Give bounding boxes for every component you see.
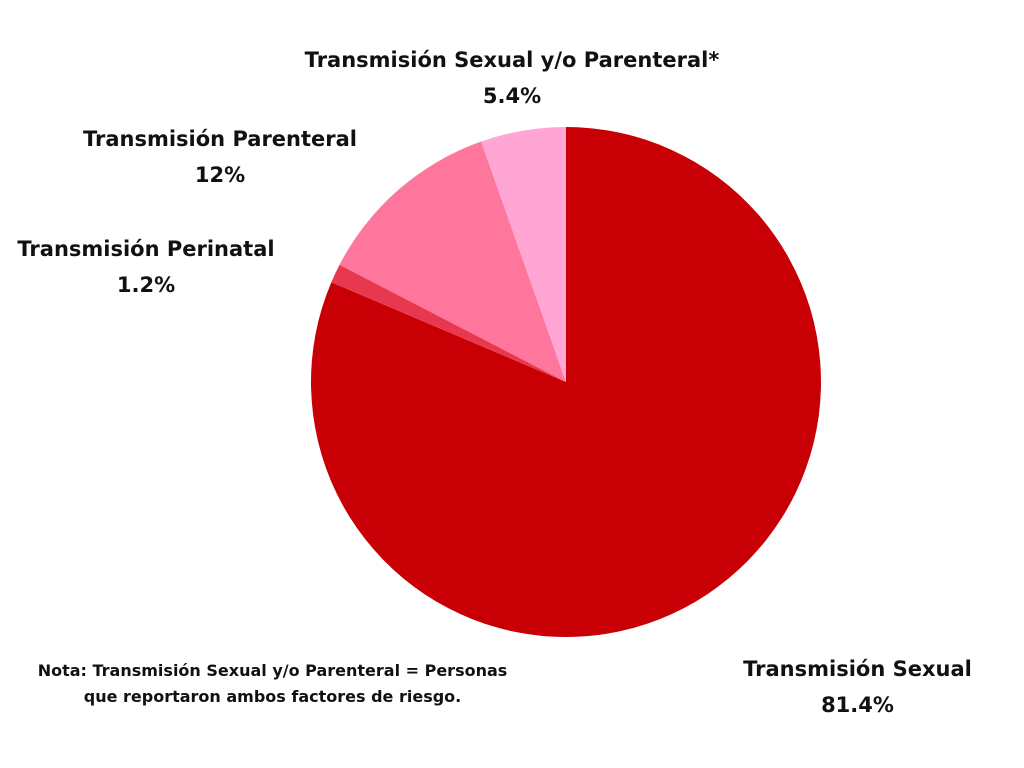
label-transmision-sexual: Transmisión Sexual 81.4% [740,651,975,723]
label-text: Transmisión Perinatal [17,237,275,261]
label-value: 5.4% [482,84,542,108]
label-text: Transmisión Sexual [743,657,972,681]
label-transmision-sexual-parenteral: Transmisión Sexual y/o Parenteral* 5.4% [302,42,722,114]
pie-slice-0 [310,127,821,638]
note-line-2: que reportaron ambos factores de riesgo. [83,687,462,706]
chart-note: Nota: Transmisión Sexual y/o Parenteral … [20,658,525,710]
pie-slice-3 [481,127,566,382]
label-value: 1.2% [116,273,176,297]
pie-slice-1 [331,264,566,382]
label-text: Transmisión Parenteral [82,127,357,151]
label-value: 81.4% [821,693,894,717]
pie-slice-2 [339,141,566,382]
label-text: Transmisión Sexual y/o Parenteral* [304,48,720,72]
label-transmision-perinatal: Transmisión Perinatal 1.2% [15,231,277,303]
note-line-1: Nota: Transmisión Sexual y/o Parenteral … [37,661,508,680]
label-transmision-parenteral: Transmisión Parenteral 12% [80,121,360,193]
label-value: 12% [194,163,246,187]
